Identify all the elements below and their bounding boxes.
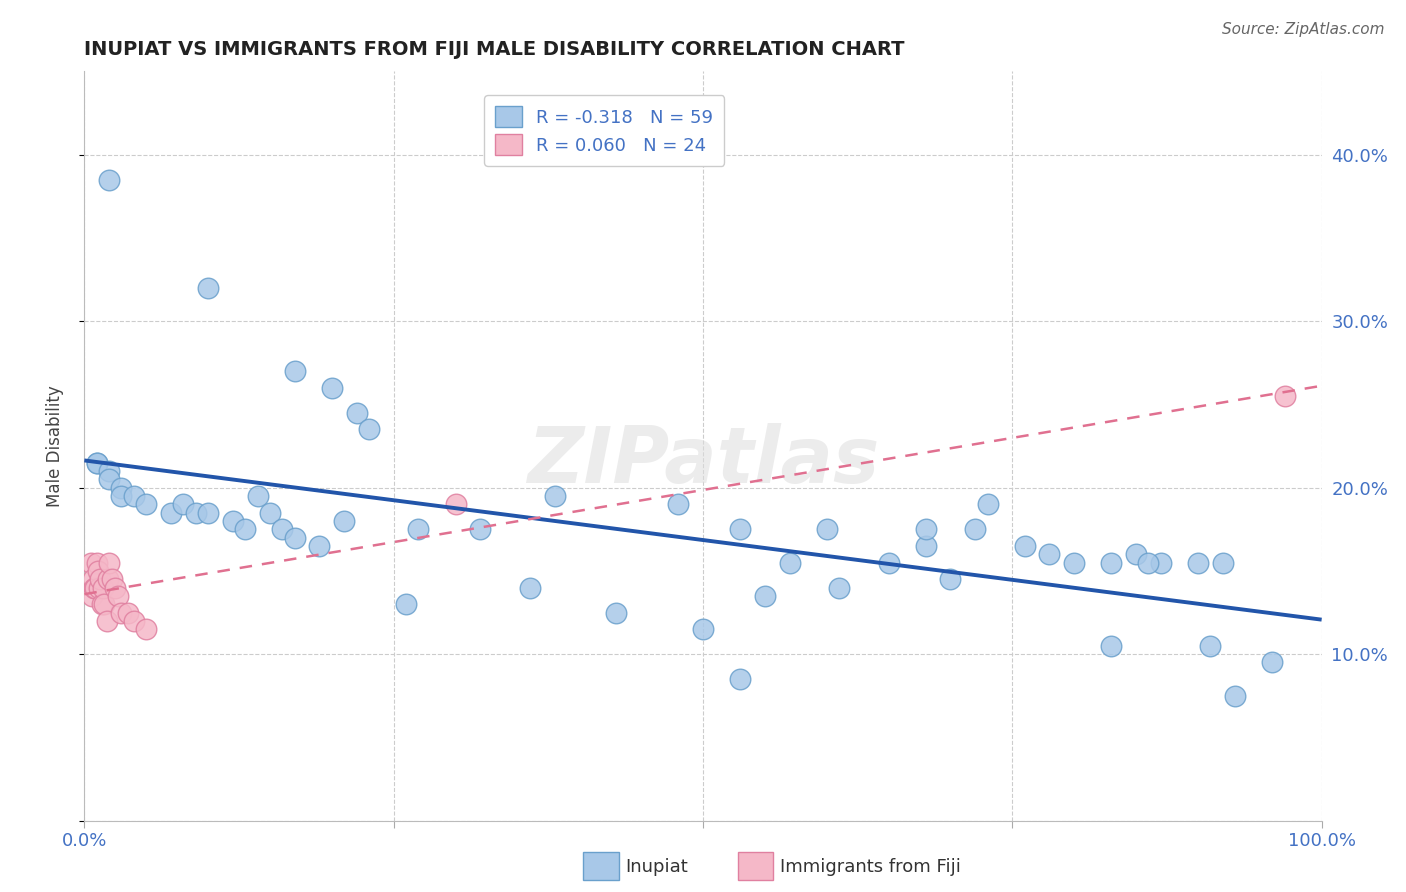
Point — [308, 539, 330, 553]
Point — [86, 456, 108, 470]
Point — [89, 581, 111, 595]
Point — [197, 281, 219, 295]
Point — [122, 614, 145, 628]
Point — [107, 589, 129, 603]
Point — [1187, 556, 1209, 570]
Point — [87, 564, 110, 578]
Point — [666, 497, 689, 511]
Point — [976, 497, 998, 511]
Point — [828, 581, 851, 595]
Point — [444, 497, 467, 511]
Legend: R = -0.318   N = 59, R = 0.060   N = 24: R = -0.318 N = 59, R = 0.060 N = 24 — [484, 95, 724, 166]
Text: ZIPatlas: ZIPatlas — [527, 423, 879, 499]
Point — [605, 606, 627, 620]
Point — [233, 522, 256, 536]
Point — [321, 381, 343, 395]
Point — [519, 581, 541, 595]
Point — [333, 514, 356, 528]
Point — [79, 556, 101, 570]
Point — [97, 572, 120, 586]
Point — [692, 622, 714, 636]
Point — [939, 572, 962, 586]
Point — [98, 472, 121, 486]
Point — [184, 506, 207, 520]
Point — [779, 556, 801, 570]
Point — [117, 606, 139, 620]
Point — [222, 514, 245, 528]
Point — [284, 364, 307, 378]
Point — [1014, 539, 1036, 553]
Point — [80, 589, 103, 603]
Point — [815, 522, 838, 536]
Point — [197, 506, 219, 520]
Point — [82, 572, 104, 586]
Point — [1038, 547, 1060, 561]
Point — [100, 572, 122, 586]
Point — [914, 539, 936, 553]
Point — [90, 597, 112, 611]
Point — [1261, 656, 1284, 670]
Point — [470, 522, 492, 536]
Point — [543, 489, 565, 503]
Point — [96, 614, 118, 628]
Point — [1274, 389, 1296, 403]
Y-axis label: Male Disability: Male Disability — [45, 385, 63, 507]
Point — [1063, 556, 1085, 570]
Point — [346, 406, 368, 420]
Point — [135, 497, 157, 511]
Point — [357, 422, 380, 436]
Point — [1099, 556, 1122, 570]
Point — [284, 531, 307, 545]
Point — [965, 522, 987, 536]
Point — [1199, 639, 1222, 653]
Point — [728, 522, 751, 536]
Point — [110, 489, 132, 503]
Point — [89, 572, 111, 586]
Point — [98, 172, 121, 186]
Text: Immigrants from Fiji: Immigrants from Fiji — [780, 858, 962, 876]
Text: INUPIAT VS IMMIGRANTS FROM FIJI MALE DISABILITY CORRELATION CHART: INUPIAT VS IMMIGRANTS FROM FIJI MALE DIS… — [84, 39, 905, 59]
Point — [98, 556, 121, 570]
Point — [914, 522, 936, 536]
Point — [104, 581, 127, 595]
Point — [1099, 639, 1122, 653]
Point — [84, 581, 107, 595]
Point — [728, 672, 751, 686]
Point — [271, 522, 294, 536]
Point — [135, 622, 157, 636]
Text: Inupiat: Inupiat — [626, 858, 689, 876]
Point — [395, 597, 418, 611]
Point — [1223, 689, 1246, 703]
Point — [86, 556, 108, 570]
Point — [110, 481, 132, 495]
Point — [160, 506, 183, 520]
Point — [93, 597, 115, 611]
Point — [172, 497, 194, 511]
Point — [83, 581, 105, 595]
Point — [877, 556, 900, 570]
Point — [1137, 556, 1160, 570]
Point — [91, 581, 114, 595]
Point — [408, 522, 430, 536]
Point — [98, 464, 121, 478]
Point — [246, 489, 269, 503]
Text: Source: ZipAtlas.com: Source: ZipAtlas.com — [1222, 22, 1385, 37]
Point — [1125, 547, 1147, 561]
Point — [754, 589, 776, 603]
Point — [1212, 556, 1234, 570]
Point — [122, 489, 145, 503]
Point — [86, 456, 108, 470]
Point — [1150, 556, 1173, 570]
Point — [110, 606, 132, 620]
Point — [259, 506, 281, 520]
